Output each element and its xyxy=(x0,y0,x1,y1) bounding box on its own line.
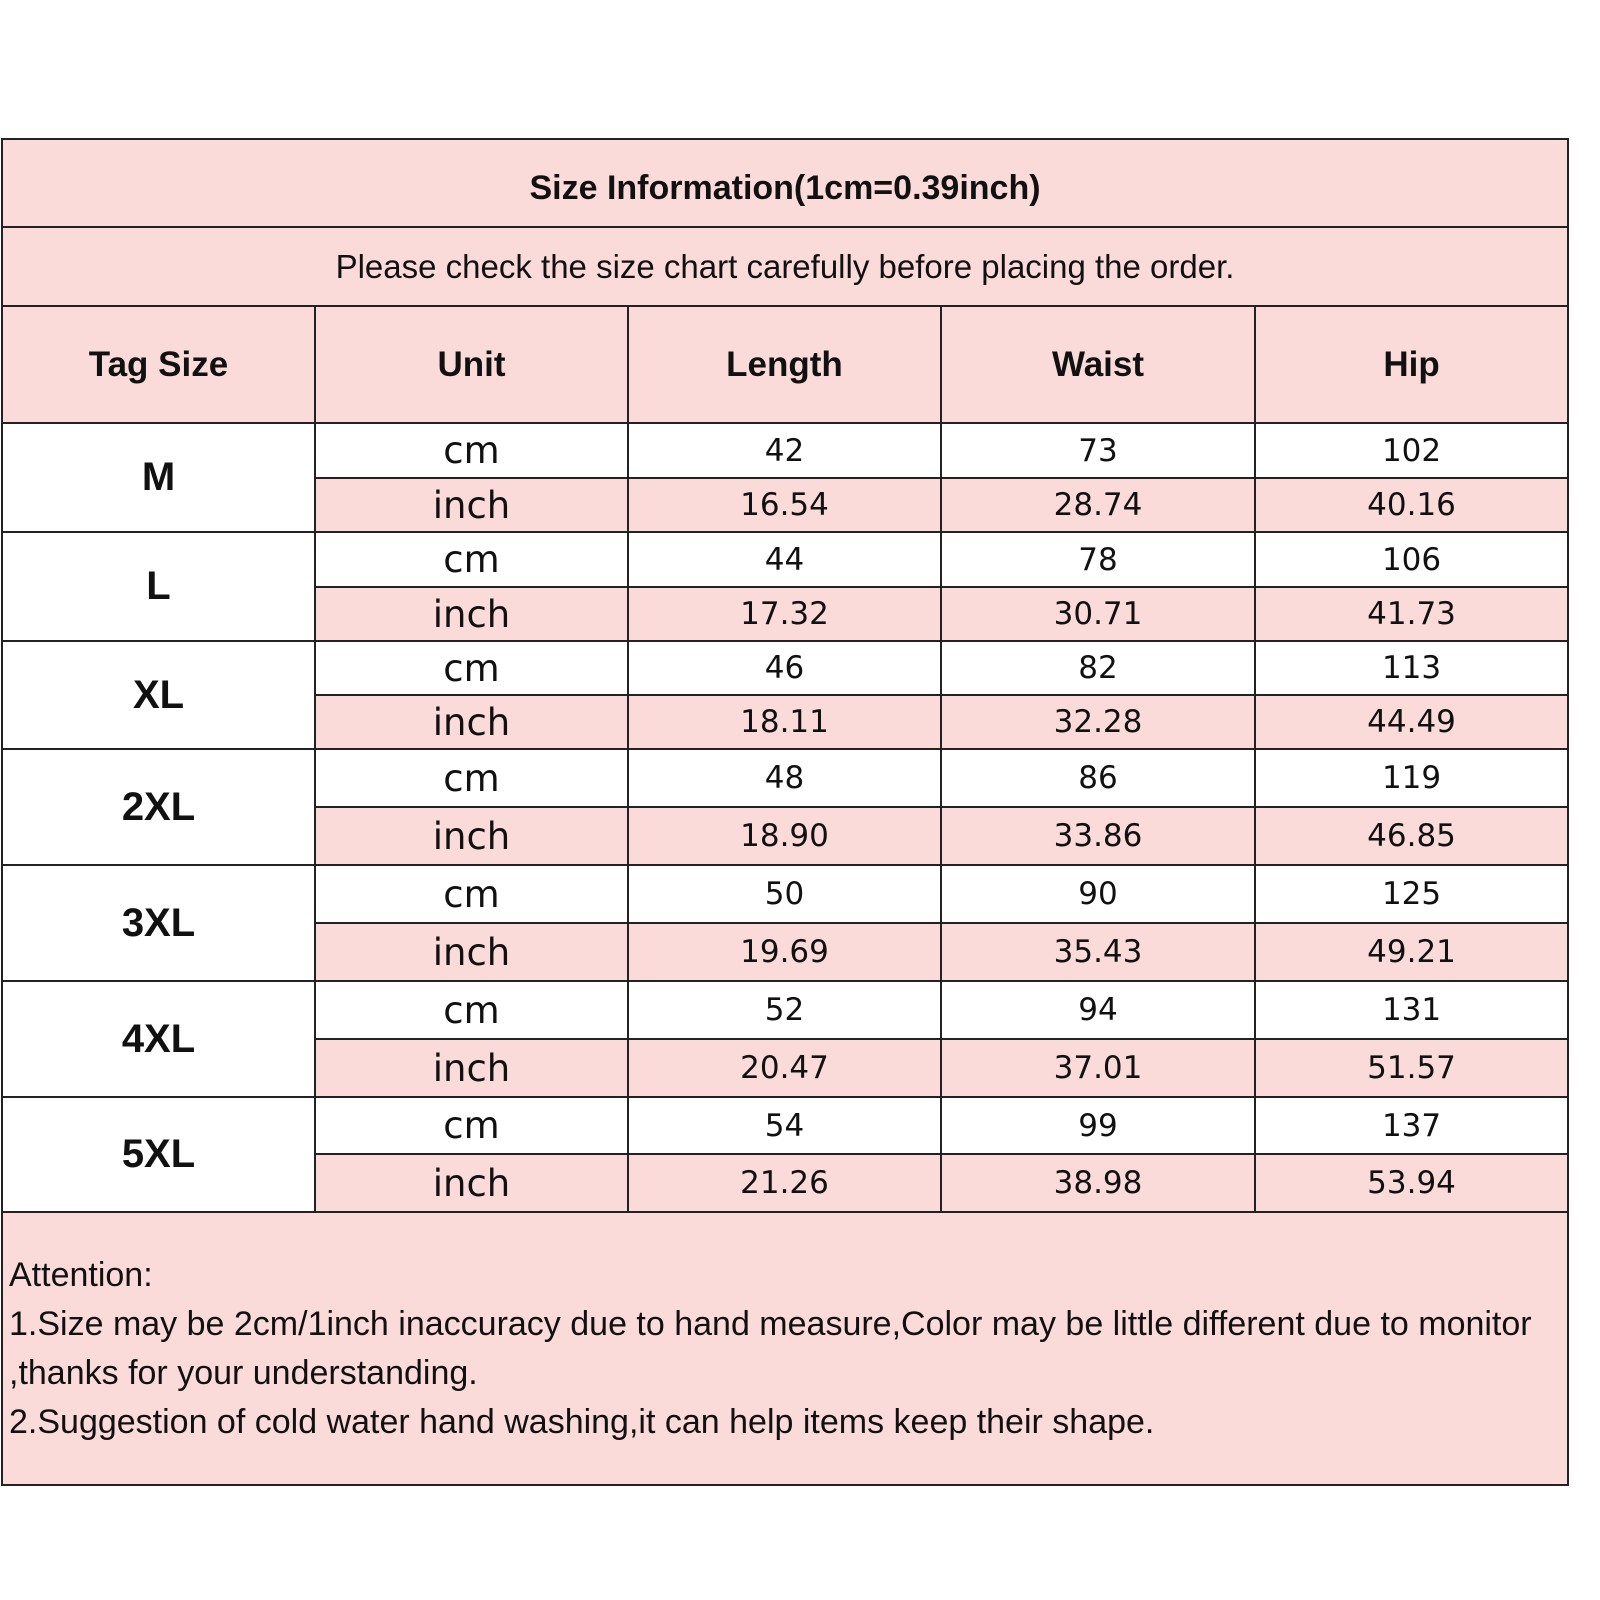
table-row-5xl-cm: 5XL cm 54 99 137 xyxy=(1,1096,1570,1213)
length-cell: 17.32 xyxy=(627,586,942,642)
header-waist: Waist xyxy=(940,305,1256,424)
attention-note-1: 1.Size may be 2cm/1inch inaccuracy due t… xyxy=(9,1305,1532,1392)
waist-cell: 37.01 xyxy=(940,1038,1256,1098)
table-row-4xl-cm: 4XL cm 52 94 131 xyxy=(1,980,1570,1098)
length-cell: 48 xyxy=(627,748,942,808)
hip-cell: 51.57 xyxy=(1253,1038,1570,1098)
unit-cell: inch xyxy=(314,694,629,750)
waist-cell: 94 xyxy=(940,980,1256,1040)
length-cell: 21.26 xyxy=(627,1153,942,1213)
unit-cell: inch xyxy=(314,1038,629,1098)
waist-cell: 78 xyxy=(940,531,1256,588)
header-row: Tag Size Unit Length Waist Hip xyxy=(1,305,1570,424)
hip-cell: 102 xyxy=(1253,422,1570,479)
waist-cell: 86 xyxy=(940,748,1256,808)
hip-cell: 49.21 xyxy=(1253,922,1570,982)
table-row-2xl-inch: inch 18.90 33.86 46.85 xyxy=(2,806,1570,866)
tag-size-cell: 5XL xyxy=(1,1096,316,1213)
tag-size-cell: 2XL xyxy=(1,748,316,866)
unit-cell: cm xyxy=(314,531,629,588)
waist-cell: 32.28 xyxy=(940,694,1256,750)
table-row-l-inch: inch 17.32 30.71 41.73 xyxy=(2,586,1570,642)
waist-cell: 33.86 xyxy=(940,806,1256,866)
waist-cell: 38.98 xyxy=(940,1153,1256,1213)
tag-size-cell: 4XL xyxy=(1,980,316,1098)
tag-size-cell: L xyxy=(1,531,316,642)
hip-cell: 106 xyxy=(1253,531,1570,588)
hip-cell: 44.49 xyxy=(1253,694,1570,750)
length-cell: 52 xyxy=(627,980,942,1040)
unit-cell: cm xyxy=(314,640,629,696)
table-row-3xl-cm: 3XL cm 50 90 125 xyxy=(1,864,1570,982)
unit-cell: inch xyxy=(314,477,629,533)
unit-cell: cm xyxy=(314,980,629,1040)
length-cell: 54 xyxy=(627,1096,942,1155)
waist-cell: 35.43 xyxy=(940,922,1256,982)
hip-cell: 137 xyxy=(1253,1096,1570,1155)
hip-cell: 113 xyxy=(1253,640,1570,696)
hip-cell: 131 xyxy=(1253,980,1570,1040)
attention-section: Attention: 1.Size may be 2cm/1inch inacc… xyxy=(0,1211,1570,1486)
waist-cell: 28.74 xyxy=(940,477,1256,533)
hip-cell: 53.94 xyxy=(1253,1153,1570,1213)
header-length: Length xyxy=(627,305,942,424)
unit-cell: cm xyxy=(314,422,629,479)
length-cell: 16.54 xyxy=(627,477,942,533)
table-row-5xl-inch: inch 21.26 38.98 53.94 xyxy=(2,1153,1570,1213)
hip-cell: 41.73 xyxy=(1253,586,1570,642)
length-cell: 19.69 xyxy=(627,922,942,982)
attention-heading: Attention: xyxy=(9,1256,153,1294)
unit-cell: inch xyxy=(314,586,629,642)
unit-cell: inch xyxy=(314,806,629,866)
unit-cell: inch xyxy=(314,922,629,982)
length-cell: 50 xyxy=(627,864,942,924)
tag-size-cell: XL xyxy=(1,640,316,750)
length-cell: 44 xyxy=(627,531,942,588)
chart-subtitle: Please check the size chart carefully be… xyxy=(0,226,1570,307)
chart-title: Size Information(1cm=0.39inch) xyxy=(0,138,1570,228)
hip-cell: 40.16 xyxy=(1253,477,1570,533)
size-chart-table: Size Information(1cm=0.39inch) Please ch… xyxy=(0,138,1570,1486)
table-row-2xl-cm: 2XL cm 48 86 119 xyxy=(1,748,1570,866)
table-row-xl-inch: inch 18.11 32.28 44.49 xyxy=(2,694,1570,750)
hip-cell: 125 xyxy=(1253,864,1570,924)
unit-cell: cm xyxy=(314,864,629,924)
length-cell: 18.90 xyxy=(627,806,942,866)
waist-cell: 30.71 xyxy=(940,586,1256,642)
header-tag-size: Tag Size xyxy=(1,305,316,424)
length-cell: 42 xyxy=(627,422,942,479)
table-row-3xl-inch: inch 19.69 35.43 49.21 xyxy=(2,922,1570,982)
table-row-4xl-inch: inch 20.47 37.01 51.57 xyxy=(2,1038,1570,1098)
unit-cell: cm xyxy=(314,748,629,808)
table-row-m-inch: inch 16.54 28.74 40.16 xyxy=(2,477,1570,533)
table-row-xl-cm: XL cm 46 82 113 xyxy=(1,640,1570,750)
hip-cell: 119 xyxy=(1253,748,1570,808)
length-cell: 20.47 xyxy=(627,1038,942,1098)
hip-cell: 46.85 xyxy=(1253,806,1570,866)
length-cell: 46 xyxy=(627,640,942,696)
header-unit: Unit xyxy=(314,305,629,424)
tag-size-cell: M xyxy=(1,422,316,533)
attention-note-2: 2.Suggestion of cold water hand washing,… xyxy=(9,1403,1155,1441)
length-cell: 18.11 xyxy=(627,694,942,750)
waist-cell: 82 xyxy=(940,640,1256,696)
tag-size-cell: 3XL xyxy=(1,864,316,982)
unit-cell: inch xyxy=(314,1153,629,1213)
waist-cell: 73 xyxy=(940,422,1256,479)
waist-cell: 90 xyxy=(940,864,1256,924)
header-hip: Hip xyxy=(1253,305,1570,424)
waist-cell: 99 xyxy=(940,1096,1256,1155)
unit-cell: cm xyxy=(314,1096,629,1155)
